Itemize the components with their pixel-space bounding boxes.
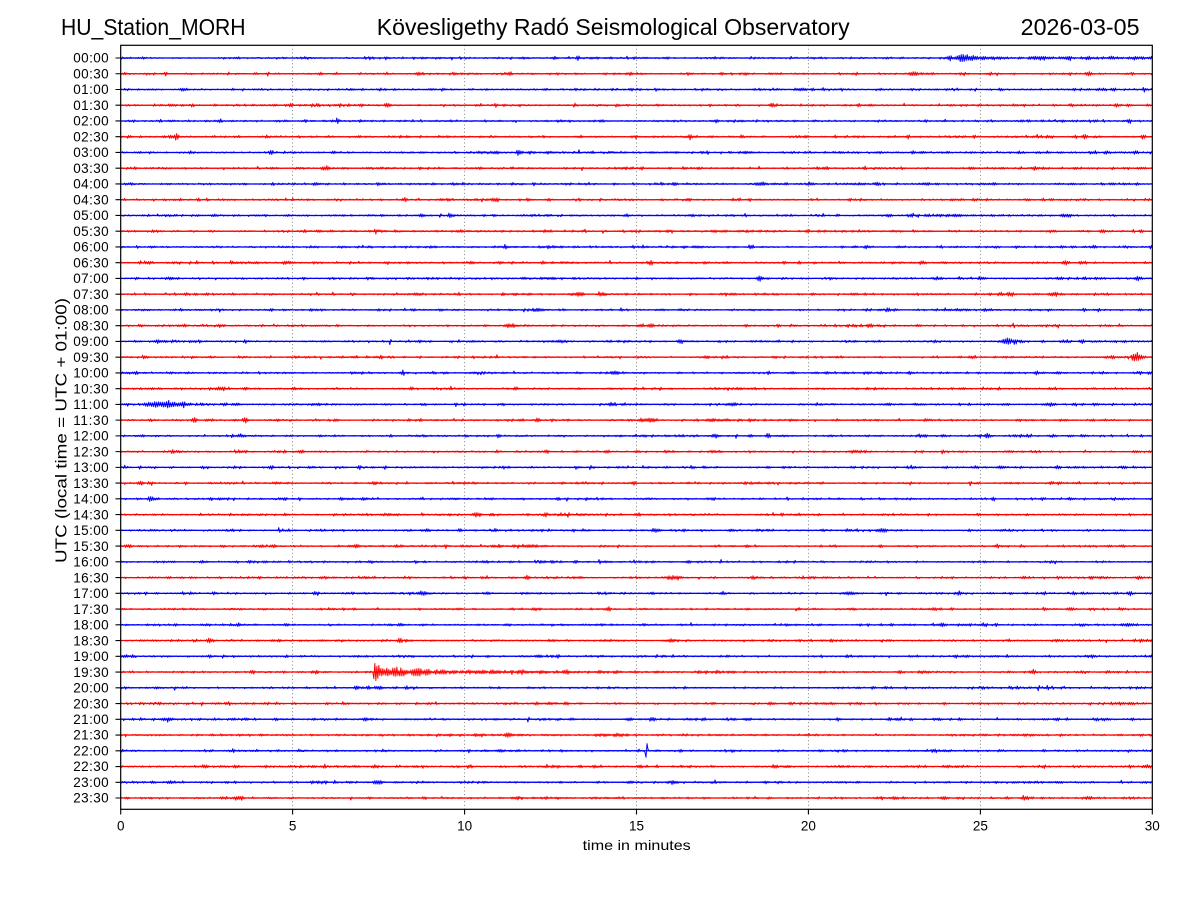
svg-text:17:00: 17:00 — [73, 586, 109, 601]
svg-text:5: 5 — [289, 818, 297, 833]
svg-text:23:30: 23:30 — [73, 791, 109, 806]
svg-text:10:30: 10:30 — [73, 381, 109, 396]
svg-text:16:00: 16:00 — [73, 555, 109, 570]
svg-text:0: 0 — [117, 818, 125, 833]
svg-text:04:00: 04:00 — [73, 177, 109, 192]
svg-text:06:00: 06:00 — [73, 240, 109, 255]
svg-text:01:30: 01:30 — [73, 98, 109, 113]
svg-text:17:30: 17:30 — [73, 602, 109, 617]
svg-text:05:00: 05:00 — [73, 208, 109, 223]
svg-text:08:00: 08:00 — [73, 303, 109, 318]
svg-text:03:00: 03:00 — [73, 145, 109, 160]
svg-text:22:00: 22:00 — [73, 743, 109, 758]
svg-text:07:00: 07:00 — [73, 271, 109, 286]
svg-text:19:00: 19:00 — [73, 649, 109, 664]
svg-text:18:30: 18:30 — [73, 633, 109, 648]
svg-text:04:30: 04:30 — [73, 192, 109, 207]
svg-text:25: 25 — [973, 818, 988, 833]
svg-text:05:30: 05:30 — [73, 224, 109, 239]
svg-text:30: 30 — [1145, 818, 1160, 833]
svg-text:03:30: 03:30 — [73, 161, 109, 176]
svg-text:Kövesligethy Radó Seismologica: Kövesligethy Radó Seismological Observat… — [377, 14, 850, 40]
svg-text:09:30: 09:30 — [73, 350, 109, 365]
svg-text:15: 15 — [629, 818, 644, 833]
svg-text:13:00: 13:00 — [73, 460, 109, 475]
svg-text:20:00: 20:00 — [73, 681, 109, 696]
svg-text:10:00: 10:00 — [73, 366, 109, 381]
svg-text:2026-03-05: 2026-03-05 — [1021, 14, 1140, 40]
svg-text:UTC (local time = UTC + 01:00): UTC (local time = UTC + 01:00) — [54, 298, 71, 563]
svg-text:23:00: 23:00 — [73, 775, 109, 790]
svg-text:HU_Station_MORH: HU_Station_MORH — [61, 14, 246, 40]
svg-text:16:30: 16:30 — [73, 570, 109, 585]
svg-text:00:00: 00:00 — [73, 51, 109, 66]
svg-text:time in minutes: time in minutes — [583, 837, 691, 853]
svg-text:19:30: 19:30 — [73, 665, 109, 680]
svg-text:11:30: 11:30 — [73, 413, 109, 428]
svg-text:01:00: 01:00 — [73, 82, 109, 97]
svg-text:12:00: 12:00 — [73, 429, 109, 444]
svg-text:20:30: 20:30 — [73, 696, 109, 711]
svg-text:18:00: 18:00 — [73, 618, 109, 633]
svg-text:21:30: 21:30 — [73, 728, 109, 743]
svg-text:21:00: 21:00 — [73, 712, 109, 727]
svg-text:02:30: 02:30 — [73, 129, 109, 144]
svg-text:09:00: 09:00 — [73, 334, 109, 349]
svg-text:00:30: 00:30 — [73, 66, 109, 81]
svg-text:13:30: 13:30 — [73, 476, 109, 491]
svg-text:14:30: 14:30 — [73, 507, 109, 522]
svg-text:22:30: 22:30 — [73, 759, 109, 774]
svg-text:20: 20 — [801, 818, 816, 833]
svg-text:06:30: 06:30 — [73, 255, 109, 270]
svg-text:15:00: 15:00 — [73, 523, 109, 538]
svg-text:07:30: 07:30 — [73, 287, 109, 302]
svg-text:15:30: 15:30 — [73, 539, 109, 554]
svg-text:11:00: 11:00 — [73, 397, 109, 412]
svg-text:08:30: 08:30 — [73, 318, 109, 333]
svg-text:10: 10 — [457, 818, 472, 833]
svg-text:02:00: 02:00 — [73, 114, 109, 129]
svg-text:12:30: 12:30 — [73, 444, 109, 459]
svg-text:14:00: 14:00 — [73, 492, 109, 507]
